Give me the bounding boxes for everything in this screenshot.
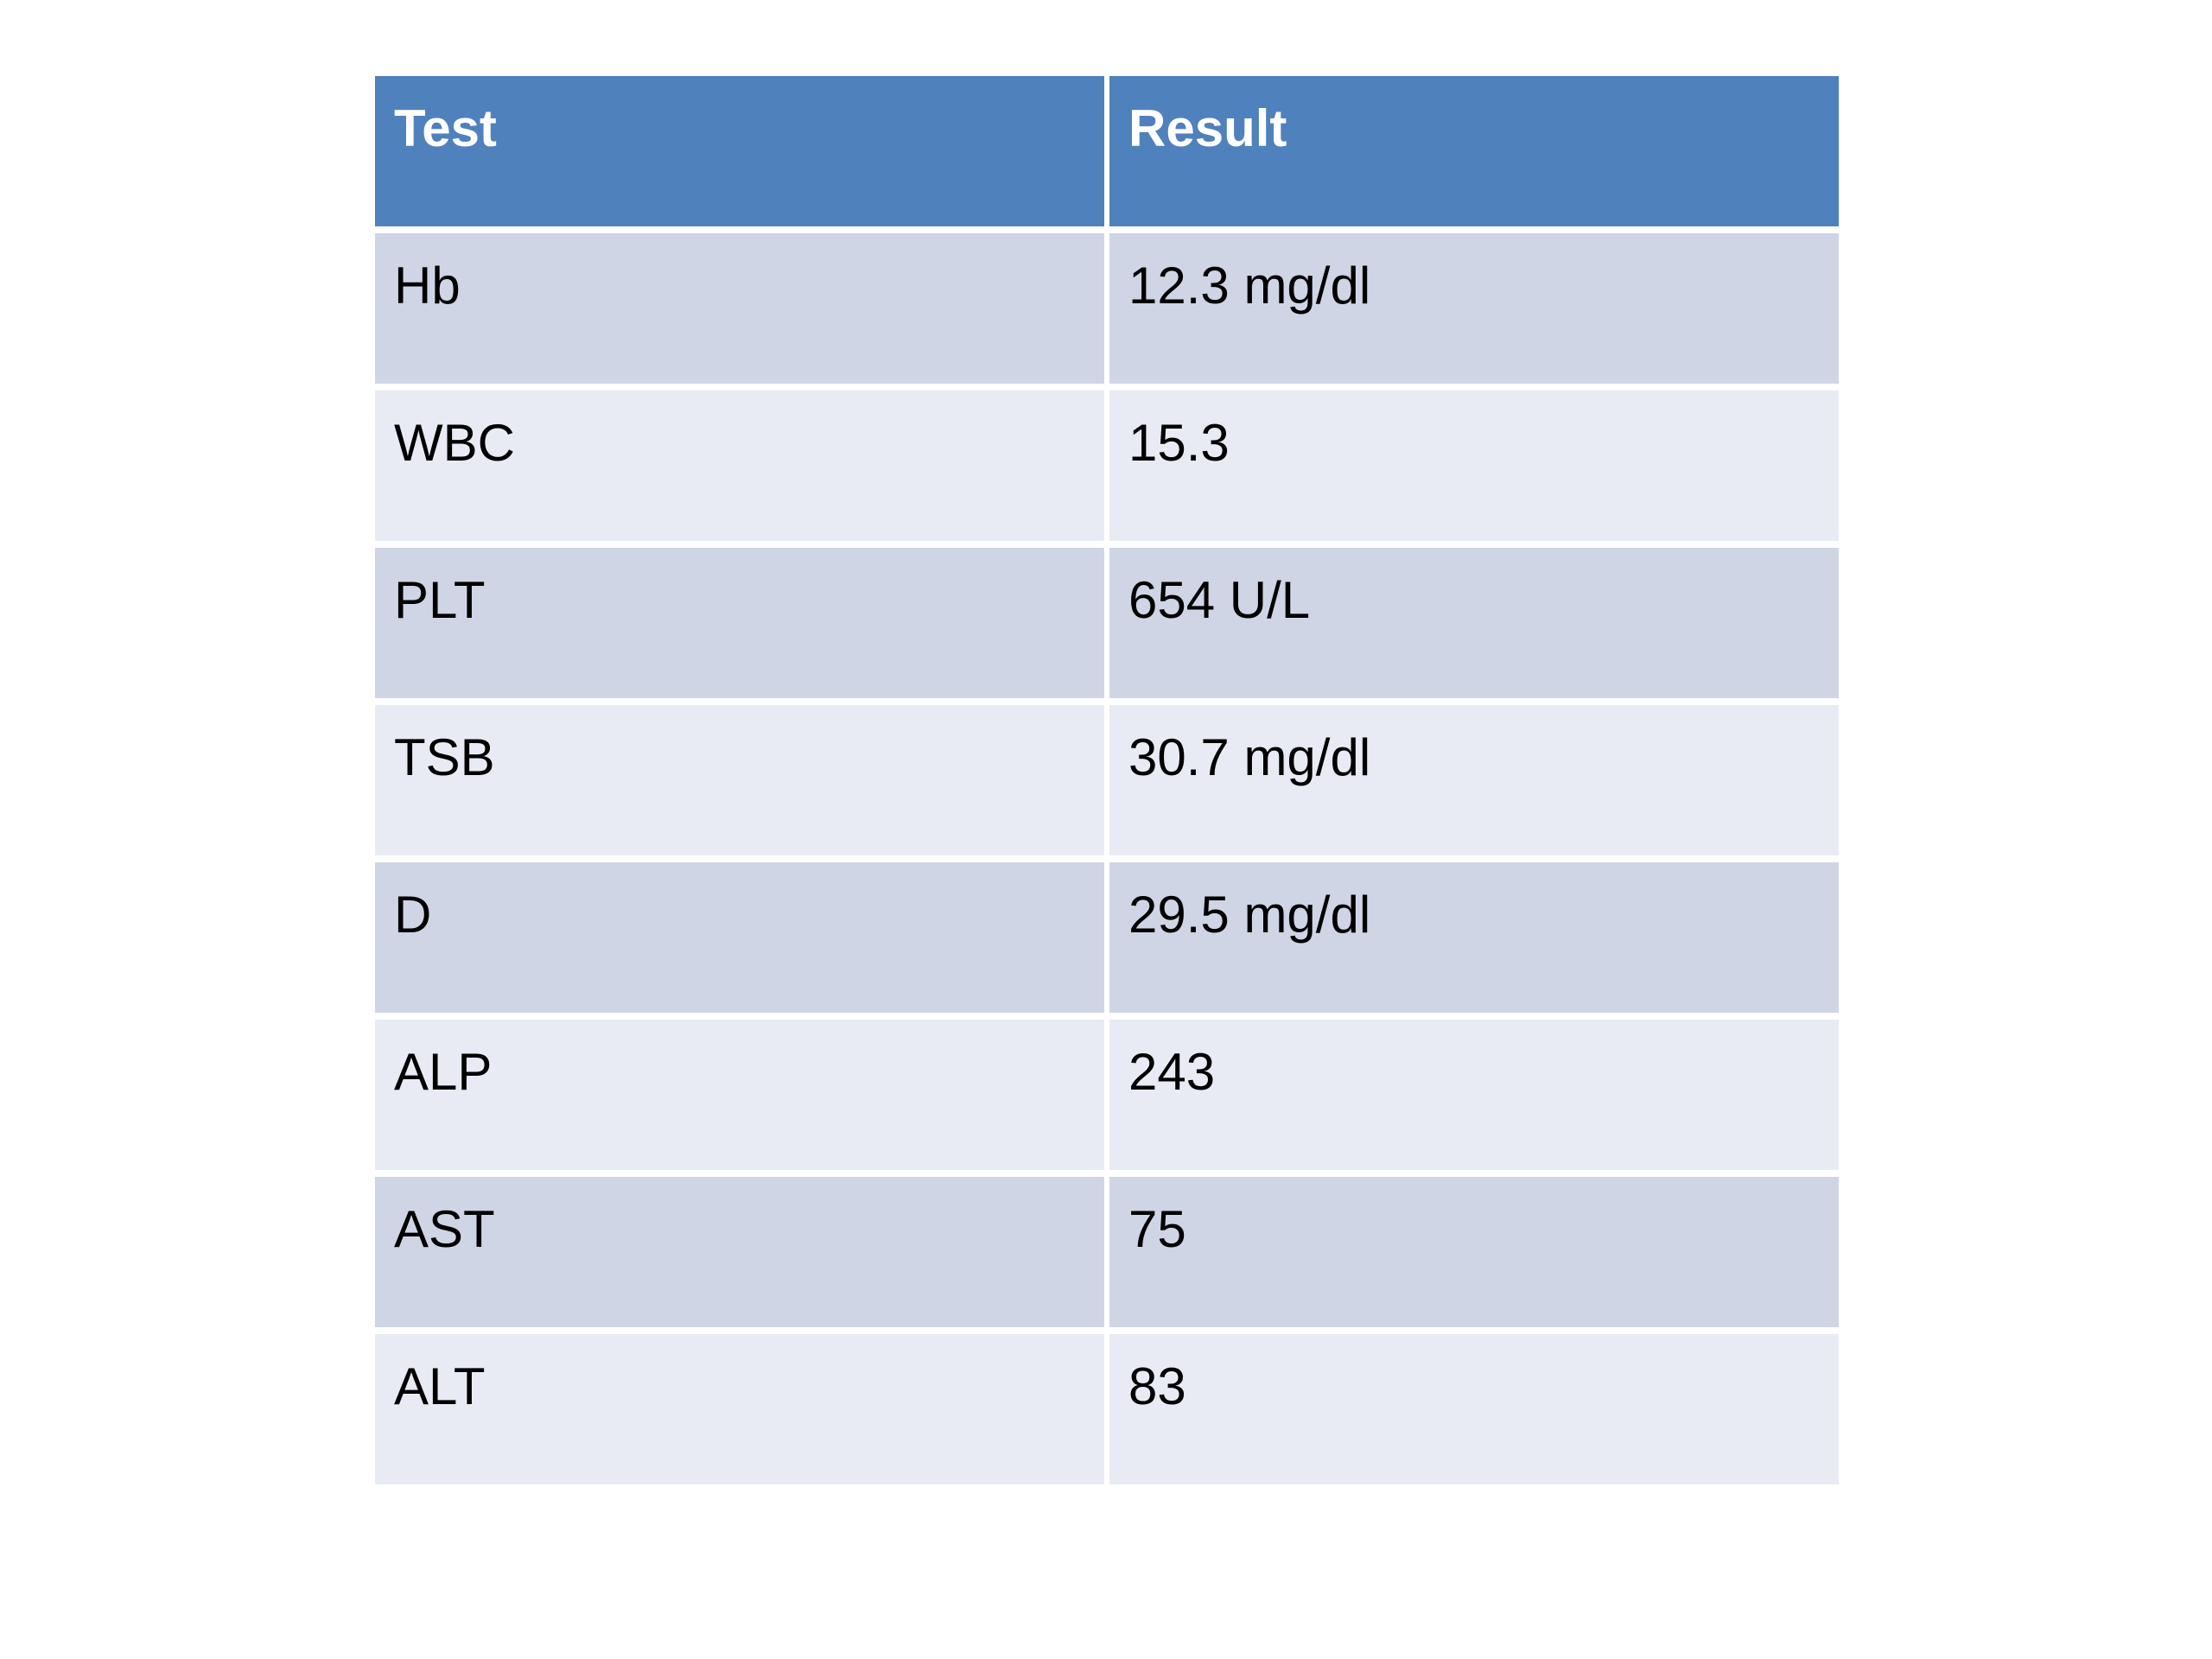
table-row: AST 75	[375, 1177, 1839, 1327]
test-cell: WBC	[375, 391, 1104, 541]
header-cell-result: Result	[1109, 76, 1839, 226]
table-row: ALP 243	[375, 1020, 1839, 1170]
header-cell-test: Test	[375, 76, 1104, 226]
result-cell: 75	[1109, 1177, 1839, 1327]
table-row: PLT 654 U/L	[375, 548, 1839, 698]
table-row: D 29.5 mg/dl	[375, 862, 1839, 1013]
result-cell: 12.3 mg/dl	[1109, 233, 1839, 384]
result-cell: 654 U/L	[1109, 548, 1839, 698]
test-cell: AST	[375, 1177, 1104, 1327]
table-body: Hb 12.3 mg/dl WBC 15.3 PLT 654 U/L TSB 3…	[375, 233, 1839, 1484]
result-cell: 15.3	[1109, 391, 1839, 541]
result-cell: 243	[1109, 1020, 1839, 1170]
result-cell: 83	[1109, 1334, 1839, 1484]
header-row: Test Result	[375, 76, 1839, 226]
lab-results-table: Test Result Hb 12.3 mg/dl WBC 15.3 PLT 6…	[370, 69, 1844, 1491]
test-cell: PLT	[375, 548, 1104, 698]
test-cell: Hb	[375, 233, 1104, 384]
table-header: Test Result	[375, 76, 1839, 226]
table-row: TSB 30.7 mg/dl	[375, 705, 1839, 855]
result-cell: 30.7 mg/dl	[1109, 705, 1839, 855]
table-row: WBC 15.3	[375, 391, 1839, 541]
table-row: ALT 83	[375, 1334, 1839, 1484]
table-row: Hb 12.3 mg/dl	[375, 233, 1839, 384]
test-cell: ALP	[375, 1020, 1104, 1170]
test-cell: D	[375, 862, 1104, 1013]
test-cell: ALT	[375, 1334, 1104, 1484]
result-cell: 29.5 mg/dl	[1109, 862, 1839, 1013]
test-cell: TSB	[375, 705, 1104, 855]
